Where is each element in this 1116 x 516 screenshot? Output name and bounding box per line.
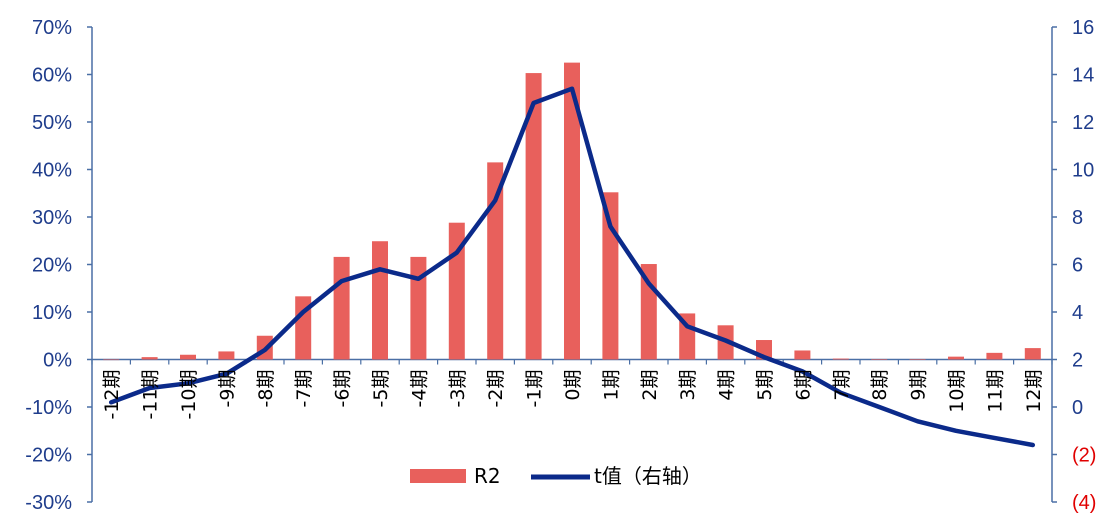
axes: -30% -20% -10% 0% 10% 20% 30% 40% 50% 60% 70% (4) (2…: [25, 17, 1096, 514]
r2-bar: [103, 359, 120, 361]
category-label: 11期: [984, 370, 1006, 413]
right-tick-label: 0: [1072, 397, 1083, 419]
left-tick-label: 10%: [32, 302, 72, 324]
r2-bar: [1024, 348, 1041, 360]
r2-bar: [909, 359, 926, 360]
category-label: -11期: [140, 370, 162, 420]
r2-bar: [410, 256, 427, 360]
r2-bar: [372, 241, 388, 360]
left-tick-label: 70%: [32, 17, 72, 39]
right-tick-label: 12: [1072, 112, 1094, 134]
category-label: -9期: [216, 370, 238, 408]
category-label: -4期: [408, 370, 430, 408]
category-label: 5期: [754, 370, 776, 401]
legend-t-value-label: t值（右轴）: [594, 464, 702, 488]
left-tick-label: 0%: [43, 350, 72, 372]
category-label: -10期: [178, 370, 200, 420]
category-label: 12期: [1023, 370, 1045, 413]
legend: R2 t值（右轴）: [410, 464, 702, 488]
t-value-line: [108, 86, 1036, 448]
category-label: 3期: [677, 370, 699, 401]
right-tick-label: 6: [1072, 255, 1083, 277]
legend-r2-label: R2: [474, 464, 501, 488]
r2-bar: [218, 351, 235, 360]
category-label: 7期: [831, 370, 853, 401]
left-tick-label: -30%: [25, 492, 72, 514]
category-label: -2期: [485, 370, 507, 408]
r2-bar: [794, 350, 811, 360]
r2-bar: [295, 296, 312, 360]
right-tick-label: 8: [1072, 207, 1083, 229]
right-tick-label: (2): [1072, 445, 1096, 467]
legend-r2-swatch: [410, 469, 466, 483]
category-label: -3期: [447, 370, 469, 408]
r2-bar: [986, 352, 1003, 360]
category-label: 10期: [946, 370, 968, 413]
category-labels: -12期 -11期 -10期 -9期 -8期 -7期 -6期 -5期 -4期 -3期 -2期 -1期 0…: [101, 370, 1045, 420]
category-label: 6期: [792, 370, 814, 401]
r2-bar: [948, 356, 964, 360]
r2-bar: [525, 73, 542, 360]
right-tick-label: (4): [1072, 492, 1096, 514]
category-label: 2期: [639, 370, 661, 401]
right-tick-label: 10: [1072, 160, 1094, 182]
category-label: -5期: [370, 370, 392, 408]
left-tick-label: -10%: [25, 397, 72, 419]
category-label: 1期: [600, 370, 622, 401]
category-label: 0期: [562, 370, 584, 401]
category-label: 9期: [908, 370, 930, 401]
category-label: 4期: [716, 370, 738, 401]
r2-bars: [103, 62, 1041, 361]
r2-bar: [180, 354, 196, 360]
category-label: -8期: [255, 370, 277, 408]
r2-bar: [564, 62, 580, 360]
category-label: -12期: [101, 370, 123, 420]
category-label: -7期: [293, 370, 315, 408]
r2-bar: [333, 256, 350, 360]
left-tick-label: 30%: [32, 207, 72, 229]
r2-bar: [602, 192, 619, 360]
r2-bar: [832, 358, 849, 360]
right-tick-label: 14: [1072, 65, 1094, 87]
left-tick-label: 60%: [32, 65, 72, 87]
left-tick-label: -20%: [25, 445, 72, 467]
r2-bar: [871, 359, 888, 360]
left-tick-label: 20%: [32, 255, 72, 277]
category-label: -6期: [332, 370, 354, 408]
r2-bar: [141, 357, 158, 360]
category-label: -1期: [524, 370, 546, 408]
r2-bar: [487, 162, 504, 360]
left-tick-label: 40%: [32, 160, 72, 182]
left-tick-label: 50%: [32, 112, 72, 134]
category-label: 8期: [869, 370, 891, 401]
right-tick-label: 2: [1072, 350, 1083, 372]
right-tick-label: 16: [1072, 17, 1094, 39]
right-tick-label: 4: [1072, 302, 1083, 324]
